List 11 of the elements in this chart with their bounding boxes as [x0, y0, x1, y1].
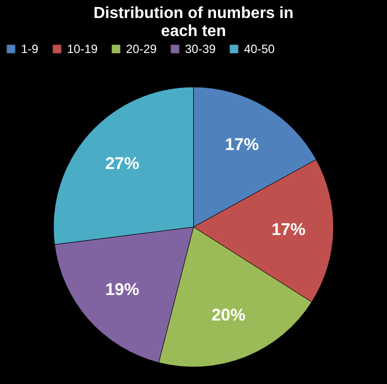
legend-label: 40-50	[244, 42, 276, 56]
data-label: 17%	[224, 135, 259, 154]
chart-title: Distribution of numbers in each ten	[94, 5, 294, 40]
data-label: 27%	[105, 154, 140, 174]
data-label: 20%	[211, 305, 246, 324]
legend-label: 20-29	[126, 42, 158, 56]
legend-label: 1-9	[21, 42, 39, 56]
legend-label: 10-19	[67, 42, 98, 56]
data-label: 17%	[271, 220, 306, 239]
data-label: 19%	[105, 280, 140, 299]
legend-label: 30-39	[185, 42, 216, 56]
